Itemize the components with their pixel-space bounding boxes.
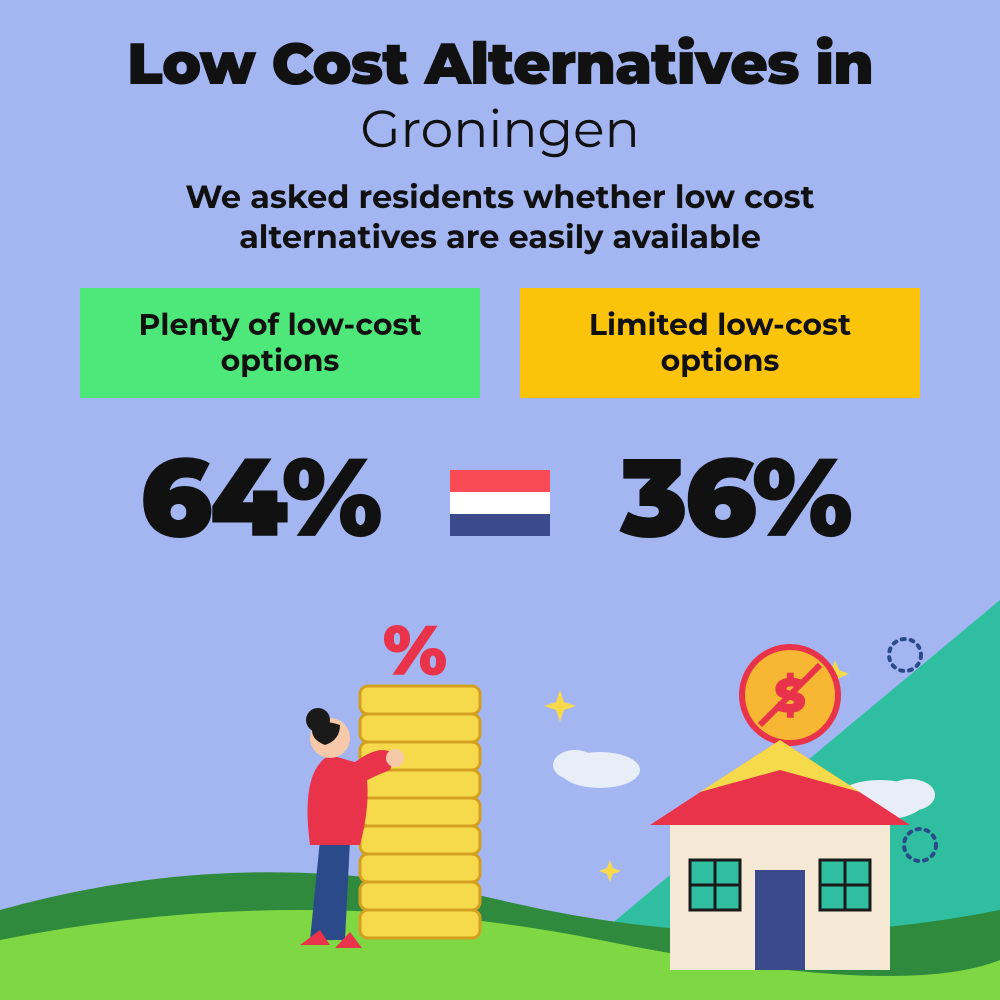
- percentage-right: 36%: [620, 430, 850, 564]
- title-line1: Low Cost Alternatives in: [0, 28, 1000, 99]
- option-limited-label: Limited low-cost options: [550, 307, 890, 379]
- title-line2: Groningen: [0, 98, 1000, 161]
- flag-stripe-3: [450, 514, 550, 536]
- flag-stripe-1: [450, 470, 550, 492]
- infographic-canvas: $: [0, 0, 1000, 1000]
- svg-text:$: $: [774, 667, 806, 725]
- option-limited: Limited low-cost options: [520, 288, 920, 398]
- option-plenty-label: Plenty of low-cost options: [110, 307, 450, 379]
- option-plenty: Plenty of low-cost options: [80, 288, 480, 398]
- flag-stripe-2: [450, 492, 550, 514]
- svg-text:%: %: [383, 607, 447, 693]
- illustration: $: [0, 600, 1000, 1000]
- percentage-left: 64%: [140, 430, 380, 564]
- flag-icon: [450, 470, 550, 536]
- subtitle: We asked residents whether low cost alte…: [100, 178, 900, 258]
